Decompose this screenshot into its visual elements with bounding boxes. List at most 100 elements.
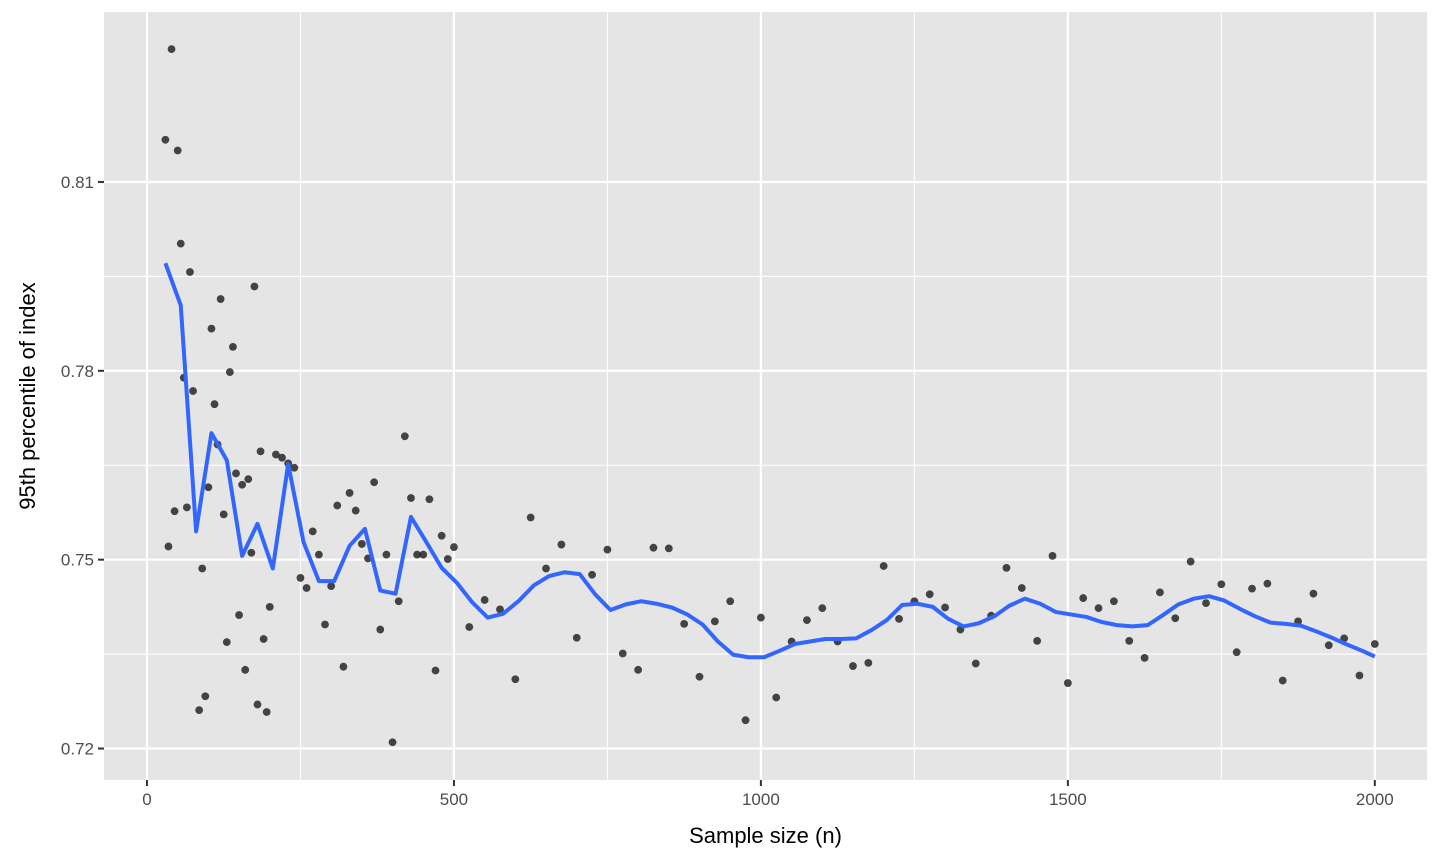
data-point — [419, 550, 428, 559]
data-point — [542, 564, 550, 573]
y-axis-title: 95th percentile of index — [15, 282, 40, 510]
data-point — [1002, 563, 1011, 572]
data-point — [572, 633, 581, 642]
smooth-trend-line — [163, 262, 1376, 660]
data-point — [1079, 594, 1088, 602]
data-point — [941, 603, 949, 612]
data-point — [247, 548, 256, 557]
data-point — [357, 540, 366, 548]
data-point — [1156, 588, 1164, 597]
data-point — [216, 295, 225, 303]
data-point — [170, 507, 179, 516]
data-point — [1248, 584, 1256, 593]
data-point — [244, 475, 253, 483]
data-point — [1355, 671, 1364, 680]
data-point — [189, 387, 197, 395]
data-point — [695, 672, 704, 681]
data-point — [726, 597, 735, 606]
data-point — [182, 503, 191, 512]
data-point — [173, 146, 182, 155]
x-tick-label: 2000 — [1356, 790, 1394, 809]
data-point — [219, 510, 228, 519]
x-tick-label: 500 — [440, 790, 468, 809]
data-point — [803, 616, 811, 625]
data-point — [1110, 597, 1118, 606]
data-point — [437, 531, 446, 540]
data-point — [222, 638, 231, 647]
data-point — [895, 614, 903, 623]
x-axis: 0 500 1000 1500 2000 — [142, 780, 1394, 809]
data-point — [1125, 636, 1134, 645]
data-point — [1063, 679, 1072, 687]
data-point — [741, 716, 750, 725]
data-point — [1186, 557, 1195, 566]
data-point — [388, 738, 397, 747]
x-tick-label: 1000 — [742, 790, 780, 809]
smooth-line-layer — [163, 262, 1376, 660]
data-point — [557, 540, 566, 549]
data-point — [465, 623, 474, 631]
minor-gridlines — [104, 12, 1427, 780]
x-tick-label: 0 — [142, 790, 151, 809]
data-point — [649, 543, 658, 552]
data-point — [450, 543, 458, 551]
data-point — [1370, 640, 1379, 648]
data-point — [198, 564, 207, 573]
data-point — [1017, 584, 1026, 592]
data-point — [849, 662, 857, 670]
data-point — [225, 368, 234, 376]
y-tick-label: 0.72 — [61, 740, 94, 759]
data-point — [186, 268, 194, 276]
data-point — [250, 282, 259, 291]
y-axis: 0.72 0.75 0.78 0.81 — [61, 173, 104, 759]
data-point — [1140, 653, 1149, 662]
data-point — [1171, 614, 1180, 623]
data-point — [1094, 604, 1103, 613]
y-tick-label: 0.75 — [61, 551, 94, 570]
data-point — [496, 605, 504, 614]
data-point — [345, 489, 354, 497]
x-axis-title: Sample size (n) — [689, 823, 842, 848]
data-point — [1263, 579, 1272, 588]
data-point — [680, 619, 689, 628]
data-point — [351, 506, 360, 515]
data-point — [167, 45, 176, 54]
data-point — [176, 239, 185, 248]
data-point — [376, 625, 385, 634]
data-point — [1033, 636, 1042, 645]
data-point — [603, 545, 612, 554]
data-point — [664, 544, 673, 553]
data-point — [425, 495, 434, 504]
data-point — [204, 483, 213, 492]
data-point — [256, 447, 265, 456]
y-tick-label: 0.81 — [61, 173, 94, 192]
data-point — [480, 596, 489, 604]
data-point — [879, 562, 888, 570]
data-point — [382, 550, 391, 559]
data-point — [756, 613, 765, 622]
data-point — [407, 494, 415, 502]
data-point — [238, 480, 247, 489]
data-point — [864, 659, 873, 667]
data-point — [327, 582, 336, 591]
data-point — [394, 597, 403, 606]
data-point — [1324, 641, 1333, 650]
data-point — [710, 617, 719, 626]
data-point — [526, 513, 535, 522]
data-point — [271, 450, 280, 459]
data-point — [207, 324, 216, 333]
data-point — [1202, 599, 1210, 608]
data-point — [413, 550, 421, 559]
y-tick-label: 0.78 — [61, 362, 94, 381]
scatter-points — [161, 45, 1379, 747]
data-point — [818, 604, 827, 613]
major-gridlines — [104, 12, 1427, 780]
data-point — [1278, 676, 1287, 685]
data-point — [772, 693, 781, 702]
data-point — [618, 649, 627, 658]
data-point — [431, 666, 440, 675]
data-point — [588, 570, 596, 579]
data-point — [971, 659, 980, 668]
data-point — [1309, 589, 1318, 598]
